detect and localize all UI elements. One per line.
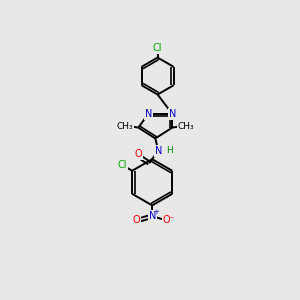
Text: O: O [134,149,142,159]
Text: Cl: Cl [117,160,127,170]
Text: +: + [153,209,159,215]
Text: O⁻: O⁻ [163,215,175,225]
Text: Cl: Cl [153,43,162,53]
Text: CH₃: CH₃ [116,122,133,130]
Text: N: N [169,109,176,119]
Text: H: H [166,146,172,155]
Text: N: N [145,109,152,119]
Text: CH₃: CH₃ [178,122,194,130]
Text: N: N [148,211,156,221]
Text: N: N [155,146,162,156]
Text: O: O [132,215,140,225]
